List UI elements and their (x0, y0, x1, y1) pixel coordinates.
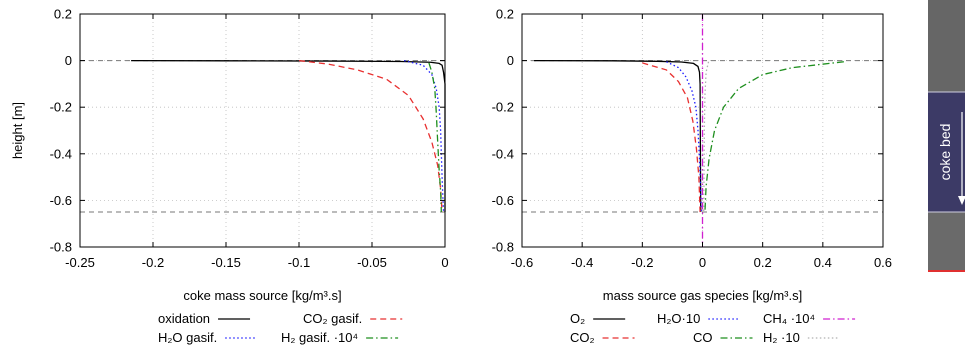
right-legend-label: H₂O·10 (657, 311, 700, 326)
right-x-tick-label: 0 (699, 255, 706, 270)
right-series-line (704, 61, 844, 213)
right-y-tick-label: -0.2 (492, 100, 514, 115)
left-y-axis-label: height [m] (10, 102, 25, 159)
right-x-tick-label: -0.6 (511, 255, 533, 270)
right-series-line (534, 59, 702, 213)
right-legend-label: CO₂ (570, 330, 595, 345)
left-series-line (298, 59, 443, 213)
left-x-tick-label: -0.2 (142, 255, 164, 270)
right-legend-label: H₂ ·10 (763, 330, 800, 345)
right-y-tick-label: 0 (507, 53, 514, 68)
left-legend-label: oxidation (158, 311, 210, 326)
right-series-line (642, 62, 701, 213)
right-y-tick-label: -0.8 (492, 240, 514, 255)
coke-bed-schematic: coke bed (928, 0, 965, 272)
left-y-tick-label: 0.2 (54, 7, 72, 22)
right-legend-label: CH₄ ·10⁴ (763, 311, 815, 326)
left-x-tick-label: -0.25 (65, 255, 95, 270)
right-series (534, 14, 844, 247)
left-y-tick-label: -0.2 (50, 100, 72, 115)
left-series-line (428, 62, 442, 213)
left-y-tick-label: 0 (65, 53, 72, 68)
right-legend-label: O₂ (570, 311, 585, 326)
left-legend: oxidation H₂O gasif. CO₂ gasif. H₂ gasif. ·… (158, 311, 403, 345)
left-x-tick-label: -0.1 (288, 255, 310, 270)
upper-zone-block (928, 0, 965, 92)
left-legend-label: CO₂ gasif. (303, 311, 362, 326)
coke-bed-block (928, 92, 965, 212)
coke-bed-label: coke bed (937, 124, 953, 181)
left-y-ticks: 0.2 0 -0.2 -0.4 -0.6 -0.8 (50, 7, 445, 255)
left-y-tick-label: -0.8 (50, 240, 72, 255)
right-x-tick-label: -0.4 (571, 255, 593, 270)
left-series-line (403, 59, 445, 213)
right-series-line (666, 61, 702, 213)
left-series (131, 59, 446, 213)
right-y-tick-label: 0.2 (496, 7, 514, 22)
right-y-tick-label: -0.6 (492, 193, 514, 208)
left-y-tick-label: -0.4 (50, 146, 72, 161)
right-series-line (703, 61, 710, 213)
right-y-ticks: 0.2 0 -0.2 -0.4 -0.6 -0.8 (492, 7, 883, 255)
right-legend-label: CO (693, 330, 713, 345)
right-legend: O₂ H₂O·10 CH₄ ·10⁴ CO₂ CO H₂ ·10 (570, 311, 856, 345)
left-x-ticks: -0.25 -0.2 -0.15 -0.1 -0.05 0 (65, 14, 449, 270)
left-x-tick-label: 0 (441, 255, 448, 270)
right-x-tick-label: 0.2 (754, 255, 772, 270)
right-x-tick-label: 0.4 (814, 255, 832, 270)
left-x-tick-label: -0.15 (211, 255, 241, 270)
left-legend-label: H₂O gasif. (158, 330, 217, 345)
right-x-tick-label: -0.2 (631, 255, 653, 270)
left-chart: -0.25 -0.2 -0.15 -0.1 -0.05 0 0.20-0.2-0.4-0.… (10, 7, 449, 346)
left-x-axis-label: coke mass source [kg/m³.s] (183, 288, 341, 303)
right-chart: -0.6 -0.4 -0.2 0 0.2 0.4 0.6 0.20-0.2-0.4-0.6-… (492, 7, 892, 346)
right-x-ticks: -0.6 -0.4 -0.2 0 0.2 0.4 0.6 (511, 14, 892, 270)
left-y-tick-label: -0.6 (50, 193, 72, 208)
right-x-axis-label: mass source gas species [kg/m³.s] (603, 288, 802, 303)
left-legend-label: H₂ gasif. ·10⁴ (281, 330, 358, 345)
bottom-accent-line (928, 270, 965, 272)
left-series-line (131, 59, 446, 213)
left-reference-lines (80, 60, 445, 213)
lower-zone-block (928, 212, 965, 270)
right-x-tick-label: 0.6 (874, 255, 892, 270)
right-y-tick-label: -0.4 (492, 146, 514, 161)
flow-arrow-head-icon (958, 196, 965, 205)
left-x-tick-label: -0.05 (357, 255, 387, 270)
